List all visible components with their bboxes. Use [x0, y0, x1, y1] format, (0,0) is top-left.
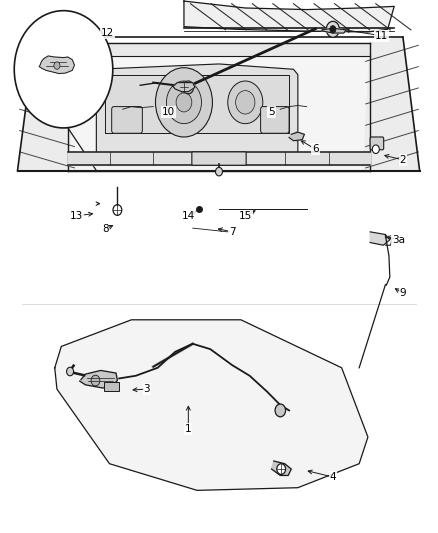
Circle shape — [183, 81, 194, 94]
FancyBboxPatch shape — [112, 107, 142, 133]
Circle shape — [372, 145, 379, 154]
FancyBboxPatch shape — [104, 382, 119, 391]
Text: 8: 8 — [102, 224, 109, 234]
Text: 7: 7 — [229, 227, 236, 237]
Ellipse shape — [14, 11, 113, 128]
Text: 15: 15 — [239, 211, 252, 221]
Circle shape — [54, 62, 60, 69]
Text: 3a: 3a — [392, 235, 405, 245]
Polygon shape — [184, 1, 394, 32]
FancyBboxPatch shape — [370, 137, 384, 150]
Polygon shape — [68, 43, 370, 56]
Text: 14: 14 — [182, 211, 195, 221]
Polygon shape — [322, 28, 346, 33]
Text: 2: 2 — [399, 155, 406, 165]
Circle shape — [91, 375, 100, 386]
Polygon shape — [80, 370, 117, 388]
Text: 10: 10 — [162, 107, 175, 117]
Circle shape — [275, 404, 286, 417]
Text: 4: 4 — [329, 472, 336, 482]
Polygon shape — [364, 37, 420, 171]
Text: 12: 12 — [101, 28, 114, 38]
Circle shape — [67, 367, 74, 376]
Circle shape — [180, 82, 188, 93]
Polygon shape — [272, 461, 291, 475]
Text: 3: 3 — [143, 384, 150, 394]
FancyBboxPatch shape — [261, 107, 289, 133]
Polygon shape — [55, 320, 368, 490]
Text: 1: 1 — [185, 424, 192, 434]
Text: 13: 13 — [70, 211, 83, 221]
Text: 5: 5 — [268, 107, 275, 117]
Polygon shape — [105, 75, 289, 133]
Polygon shape — [39, 56, 74, 74]
Polygon shape — [173, 83, 195, 92]
Polygon shape — [96, 64, 298, 160]
Circle shape — [228, 81, 263, 124]
Circle shape — [277, 464, 286, 474]
Text: 6: 6 — [312, 144, 319, 154]
Text: 11: 11 — [374, 31, 388, 41]
Circle shape — [166, 81, 201, 124]
Circle shape — [293, 132, 300, 141]
FancyBboxPatch shape — [192, 152, 246, 165]
Polygon shape — [289, 132, 304, 141]
Circle shape — [113, 205, 122, 215]
Circle shape — [176, 93, 192, 112]
Polygon shape — [18, 37, 77, 171]
Circle shape — [236, 91, 255, 114]
Polygon shape — [68, 152, 370, 165]
Circle shape — [155, 68, 212, 137]
Polygon shape — [370, 232, 390, 245]
Circle shape — [215, 167, 223, 176]
Circle shape — [326, 21, 339, 37]
Text: 9: 9 — [399, 288, 406, 298]
Polygon shape — [68, 43, 370, 171]
Circle shape — [330, 26, 336, 33]
